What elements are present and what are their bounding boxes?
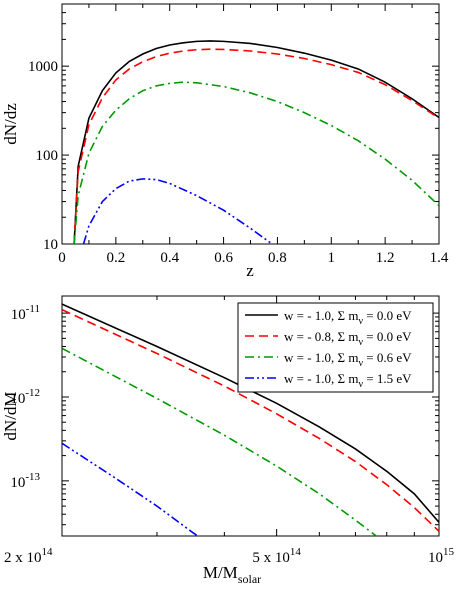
top-x-tick-label: 0.4 — [160, 250, 179, 266]
top-y-ticks: 10 100 1000 — [28, 12, 439, 253]
legend-label-subscript: ν — [358, 316, 363, 327]
bottom-y-tick-label: 10-12 — [10, 387, 40, 407]
legend-label-4: w = - 1.0, Σ mν = 1.5 eV — [284, 371, 412, 390]
legend-label-1: w = - 1.0, Σ mν = 0.0 eV — [284, 308, 412, 327]
legend-label-subscript: ν — [358, 379, 363, 390]
legend-label-3: w = - 1.0, Σ mν = 0.6 eV — [284, 350, 412, 369]
bottom-y-tick-label: 10-13 — [10, 471, 40, 491]
bottom-series-line-2 — [62, 308, 439, 532]
bottom-x-axis-label-subscript: solar — [238, 572, 261, 586]
bottom-x-tick-label-exponent: 15 — [443, 546, 455, 558]
bottom-series-group — [62, 303, 439, 536]
legend-label-value: = 0.0 eV — [363, 308, 412, 323]
bottom-y-axis-label: dN/dM — [1, 391, 20, 440]
bottom-x-tick-label: 5 x 1014 — [252, 546, 301, 566]
legend-label-value: = 0.0 eV — [363, 329, 412, 344]
top-series-line-3 — [73, 81, 439, 244]
bottom-series-line-1 — [62, 303, 439, 523]
bottom-x-tick-label-exponent: 14 — [42, 546, 54, 558]
bottom-y-tick-label-exponent: -11 — [26, 303, 40, 315]
top-x-axis-label: z — [246, 261, 254, 280]
top-x-tick-label: 1.2 — [376, 250, 395, 266]
bottom-x-tick-label: 1015 — [428, 546, 455, 566]
top-x-ticks: 0 0.2 0.4 0.6 0.8 1 1.2 1.4 — [58, 4, 449, 266]
top-x-tick-label: 1.4 — [430, 250, 449, 266]
top-x-tick-label: 0.8 — [268, 250, 287, 266]
legend-label-value: = 1.5 eV — [363, 371, 412, 386]
bottom-x-tick-label-exponent: 14 — [290, 546, 302, 558]
bottom-x-tick-label-base: 5 x 10 — [252, 550, 290, 566]
top-series-group — [73, 40, 439, 244]
legend-label-subscript: ν — [358, 337, 363, 348]
legend-label-text: w = - 0.8, Σ m — [284, 329, 358, 344]
legend-label-2: w = - 0.8, Σ mν = 0.0 eV — [284, 329, 412, 348]
legend-label-text: w = - 1.0, Σ m — [284, 308, 358, 323]
bottom-y-tick-label: 10-11 — [11, 303, 40, 323]
top-y-axis-label: dN/dz — [1, 103, 20, 145]
legend: w = - 1.0, Σ mν = 0.0 eVw = - 0.8, Σ mν … — [237, 302, 434, 393]
legend-box — [237, 302, 434, 393]
legend-items: w = - 1.0, Σ mν = 0.0 eVw = - 0.8, Σ mν … — [245, 308, 412, 390]
legend-label-value: = 0.6 eV — [363, 350, 412, 365]
bottom-y-tick-label-base: 10 — [10, 391, 25, 407]
top-y-tick-label: 100 — [36, 148, 59, 164]
top-x-tick-label: 0.6 — [214, 250, 233, 266]
bottom-series-line-4 — [62, 442, 200, 536]
top-x-tick-label: 0.2 — [106, 250, 125, 266]
top-plot-frame — [61, 3, 440, 245]
top-panel: 0 0.2 0.4 0.6 0.8 1 1.2 1.4 10 100 1000 z dN/dz — [1, 3, 449, 280]
bottom-x-tick-label-base: 10 — [428, 550, 443, 566]
top-x-tick-label: 1 — [328, 250, 336, 266]
legend-label-text: w = - 1.0, Σ m — [284, 371, 358, 386]
bottom-y-tick-label-exponent: -13 — [25, 471, 40, 483]
top-series-line-2 — [73, 48, 439, 244]
top-series-line-4 — [82, 178, 273, 244]
top-x-tick-label: 0 — [58, 250, 66, 266]
legend-label-subscript: ν — [358, 358, 363, 369]
top-y-tick-label: 10 — [43, 237, 58, 253]
bottom-x-ticks: 2 x 1014 5 x 1014 1015 — [4, 296, 455, 566]
bottom-x-tick-label-base: 2 x 10 — [4, 550, 42, 566]
bottom-x-axis-label-main: M/M — [203, 563, 238, 582]
bottom-x-axis-label: M/Msolar — [203, 563, 261, 586]
legend-label-text: w = - 1.0, Σ m — [284, 350, 358, 365]
top-series-line-1 — [73, 40, 439, 244]
top-y-tick-label: 1000 — [28, 59, 58, 75]
bottom-x-tick-label: 2 x 1014 — [4, 546, 53, 566]
bottom-y-tick-label-base: 10 — [10, 475, 25, 491]
bottom-y-tick-label-base: 10 — [11, 307, 26, 323]
bottom-y-tick-label-exponent: -12 — [25, 387, 40, 399]
